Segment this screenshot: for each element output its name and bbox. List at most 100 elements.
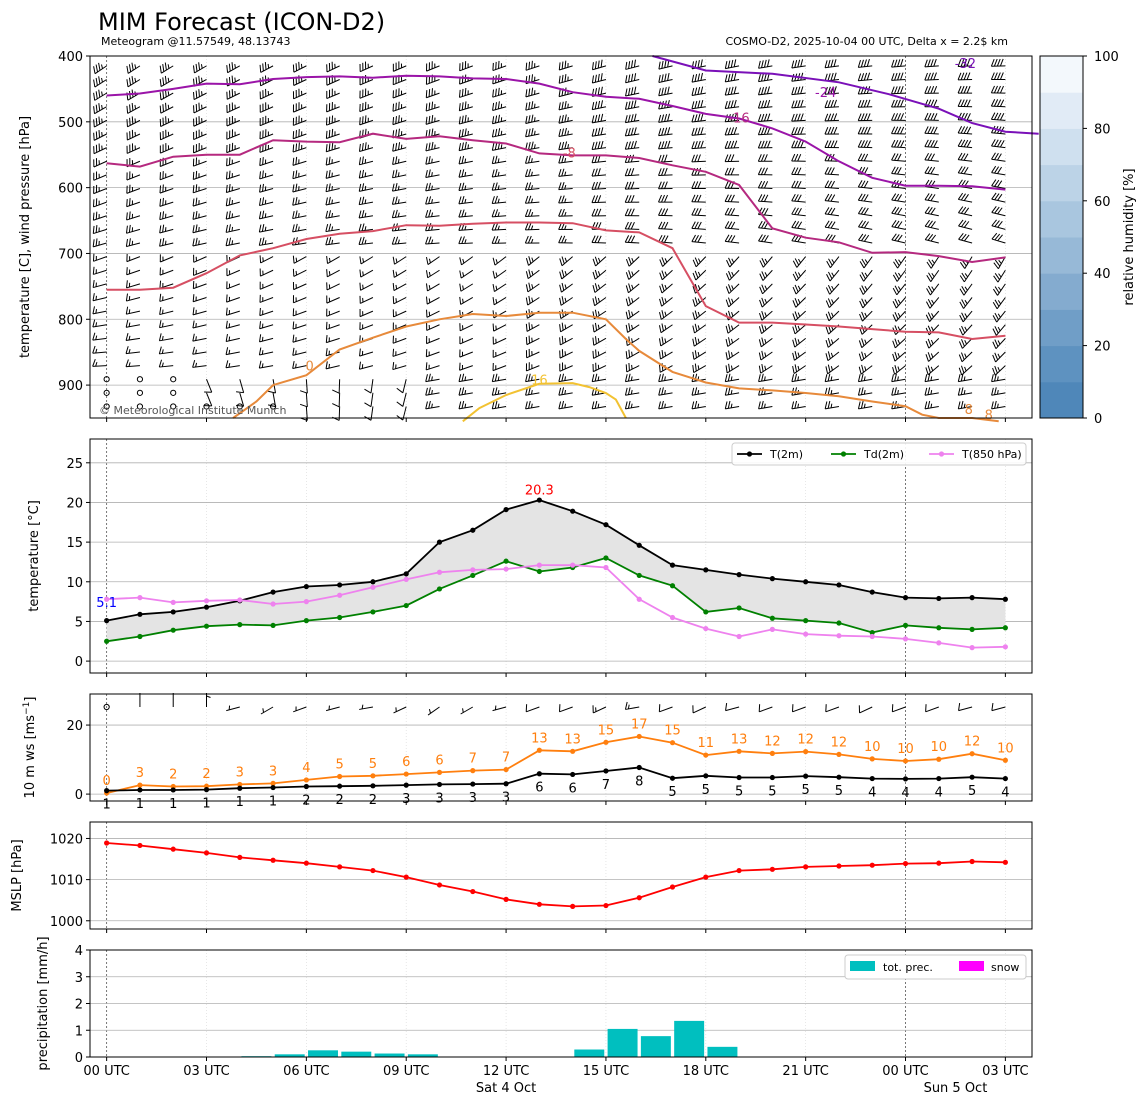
barb-full-feather bbox=[592, 337, 595, 346]
barb-full-feather bbox=[428, 387, 431, 395]
barb-full-feather bbox=[625, 88, 628, 97]
barb-shaft bbox=[924, 172, 939, 176]
barb-full-feather bbox=[959, 314, 964, 323]
barb-full-feather bbox=[760, 127, 765, 135]
barb-shaft bbox=[825, 226, 840, 230]
barb-full-feather bbox=[997, 180, 1003, 188]
barb-half-feather bbox=[400, 63, 403, 68]
barb-full-feather bbox=[897, 167, 902, 175]
barb-full-feather bbox=[461, 129, 464, 137]
barb-half-feather bbox=[500, 130, 503, 136]
barb-half-feather bbox=[764, 258, 768, 263]
barb-full-feather bbox=[924, 206, 930, 214]
barb-shaft bbox=[995, 351, 1006, 363]
data-point bbox=[636, 542, 642, 548]
barb-full-feather bbox=[259, 158, 261, 166]
barb-full-feather bbox=[597, 87, 600, 96]
barb-shaft bbox=[92, 297, 107, 302]
data-point bbox=[902, 776, 909, 782]
barb-full-feather bbox=[794, 337, 798, 346]
barb-shaft bbox=[492, 365, 507, 372]
barb-shaft bbox=[425, 215, 440, 218]
barb-full-feather bbox=[990, 72, 995, 80]
barb-full-feather bbox=[292, 104, 295, 113]
barb-half-feather bbox=[206, 695, 211, 698]
barb-full-feather bbox=[691, 194, 696, 202]
barb-full-feather bbox=[891, 126, 896, 134]
barb-full-feather bbox=[924, 126, 929, 134]
barb-full-feather bbox=[326, 255, 329, 264]
data-point bbox=[836, 582, 842, 588]
barb-full-feather bbox=[525, 401, 528, 410]
barb-full-feather bbox=[927, 220, 933, 228]
barb-shaft bbox=[726, 365, 740, 374]
barb-half-feather bbox=[597, 324, 600, 330]
barb-shaft bbox=[791, 378, 806, 383]
barb-half-feather bbox=[998, 259, 1002, 264]
barb-half-feather bbox=[195, 270, 197, 275]
wind-barb bbox=[459, 256, 474, 266]
barb-shaft bbox=[792, 706, 806, 713]
barb-full-feather bbox=[558, 115, 561, 124]
barb-half-feather bbox=[664, 389, 666, 395]
data-point bbox=[736, 748, 742, 754]
barb-shaft bbox=[292, 324, 307, 330]
wind-barb bbox=[524, 195, 540, 204]
barb-full-feather bbox=[125, 332, 129, 341]
barb-full-feather bbox=[165, 102, 167, 111]
barb-shaft bbox=[458, 187, 473, 192]
barb-shaft bbox=[828, 297, 840, 308]
barb-shaft bbox=[402, 379, 407, 393]
barb-shaft bbox=[758, 200, 773, 203]
barb-shaft bbox=[693, 337, 707, 347]
barb-full-feather bbox=[159, 172, 161, 180]
barb-full-feather bbox=[292, 117, 295, 126]
barb-full-feather bbox=[165, 116, 167, 124]
barb-shaft bbox=[924, 378, 939, 383]
barb-half-feather bbox=[964, 353, 967, 358]
barb-full-feather bbox=[827, 86, 831, 95]
barb-shaft bbox=[925, 706, 939, 713]
barb-half-feather bbox=[362, 324, 364, 329]
barb-full-feather bbox=[492, 336, 494, 345]
wind-barb bbox=[826, 269, 840, 282]
wind-barb bbox=[159, 293, 174, 302]
barb-shaft bbox=[459, 106, 473, 112]
barb-full-feather bbox=[495, 88, 497, 97]
barb-shaft bbox=[492, 228, 507, 231]
barb-half-feather bbox=[428, 364, 430, 370]
barb-full-feather bbox=[558, 102, 561, 110]
barb-full-feather bbox=[561, 182, 565, 190]
barb-shaft bbox=[527, 283, 540, 293]
barb-shaft bbox=[93, 147, 107, 155]
data-point bbox=[403, 771, 409, 777]
barb-full-feather bbox=[226, 158, 228, 166]
barb-full-feather bbox=[694, 127, 698, 136]
wind-barb bbox=[459, 61, 473, 72]
wind-barb bbox=[858, 364, 873, 375]
barb-full-feather bbox=[359, 64, 361, 72]
barb-shaft bbox=[393, 297, 407, 305]
barb-half-feather bbox=[531, 257, 534, 262]
wind-barb bbox=[159, 224, 174, 234]
barb-full-feather bbox=[229, 90, 231, 99]
wind-barb bbox=[92, 279, 107, 289]
barb-full-feather bbox=[692, 338, 695, 347]
barb-half-feather bbox=[464, 225, 467, 231]
barb-full-feather bbox=[927, 86, 932, 94]
wind-barb bbox=[159, 267, 174, 276]
wind-barb bbox=[724, 194, 740, 203]
barb-shaft bbox=[326, 92, 340, 100]
barb-shaft bbox=[625, 106, 640, 110]
barb-full-feather bbox=[591, 128, 595, 137]
barb-full-feather bbox=[963, 99, 968, 107]
barb-shaft bbox=[725, 200, 740, 203]
barb-full-feather bbox=[561, 256, 565, 264]
barb-full-feather bbox=[727, 154, 732, 162]
barb-shaft bbox=[991, 158, 1006, 162]
wind-barb bbox=[859, 283, 873, 295]
barb-full-feather bbox=[162, 64, 165, 72]
barb-shaft bbox=[393, 65, 407, 72]
barb-shaft bbox=[560, 337, 573, 346]
barb-full-feather bbox=[991, 139, 996, 147]
